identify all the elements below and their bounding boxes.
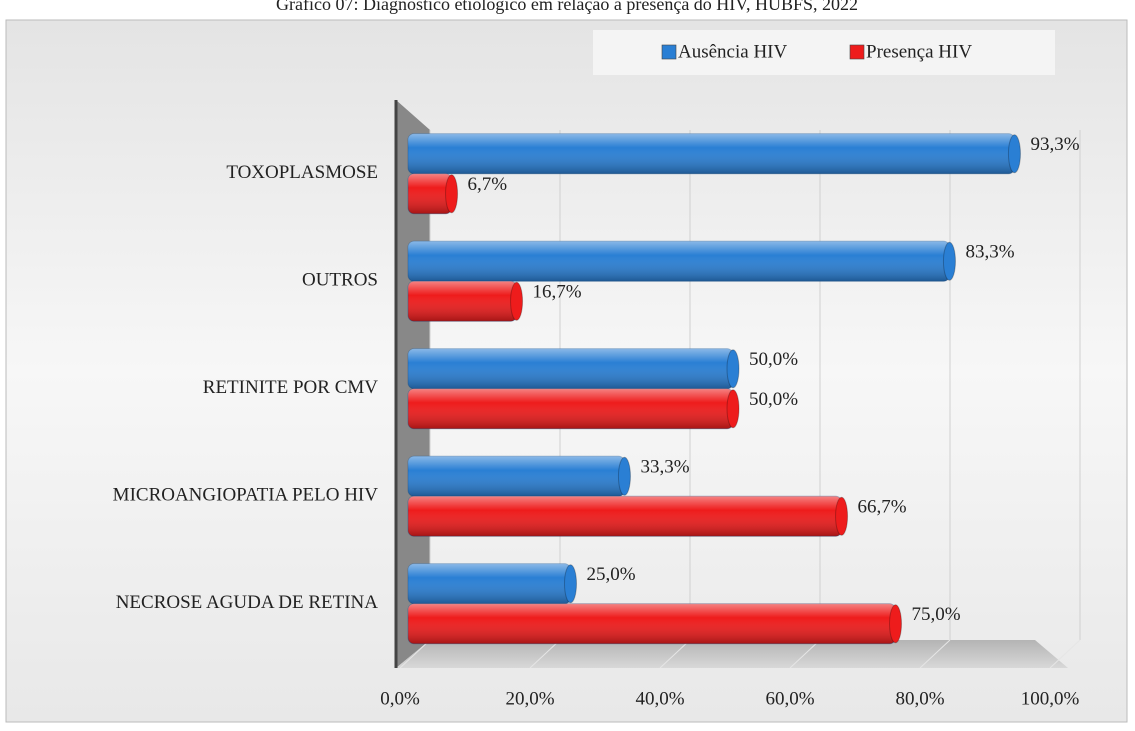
bar-cap [835,496,849,536]
bar-cap [942,241,956,281]
bar-shade [408,456,625,497]
x-tick-label: 0,0% [380,688,420,709]
data-label: 16,7% [533,282,582,303]
x-tick-label: 100,0% [1021,688,1080,709]
grid-line [789,639,821,669]
bar-shade [408,563,571,604]
x-tick-label: 40,0% [635,688,684,709]
grid-line [399,639,431,669]
chart-title: Gráfico 07: Diagnóstico etiológico em re… [276,0,858,14]
x-tick-label: 80,0% [895,688,944,709]
bar-cap [445,174,459,214]
legend-swatch [661,44,677,60]
grid-line [1049,639,1081,669]
bar-cap [889,604,902,644]
y-tick-label: TOXOPLASMOSE [226,162,378,183]
bar-cap [726,389,740,429]
bar-shade [408,281,517,322]
bar-shade [408,173,452,214]
bar-cap [1007,134,1021,174]
legend-label: Presença HIV [866,41,972,62]
y-tick-label: MICROANGIOPATIA PELO HIV [113,485,379,506]
y-tick-label: OUTROS [302,270,378,291]
x-tick-label: 20,0% [505,688,554,709]
data-label: 93,3% [1030,134,1079,155]
data-label: 33,3% [640,457,689,478]
data-label: 83,3% [965,242,1014,263]
data-label: 6,7% [468,174,508,195]
bar-cap [617,456,631,496]
legend-swatch [849,44,865,60]
data-label: 25,0% [587,564,636,585]
y-tick-label: NECROSE AGUDA DE RETINA [116,592,379,613]
bar-cap [726,349,740,389]
data-label: 50,0% [749,349,798,370]
bar-shade [408,241,950,282]
legend-label: Ausência HIV [678,41,787,62]
bar-shade [408,348,733,389]
bar-shade [408,133,1015,174]
y-tick-label: RETINITE POR CMV [203,377,379,398]
bar-cap [564,564,577,604]
data-label: 50,0% [749,389,798,410]
bar-shade [408,388,733,429]
data-label: 75,0% [912,604,961,625]
grid-line [919,639,951,669]
bar-shade [408,496,842,537]
floor [396,640,1068,668]
grid-line [659,639,691,669]
grid-line [529,639,561,669]
x-tick-label: 60,0% [765,688,814,709]
data-label: 66,7% [858,497,907,518]
bar-shade [408,603,896,644]
bar-cap [510,281,524,321]
